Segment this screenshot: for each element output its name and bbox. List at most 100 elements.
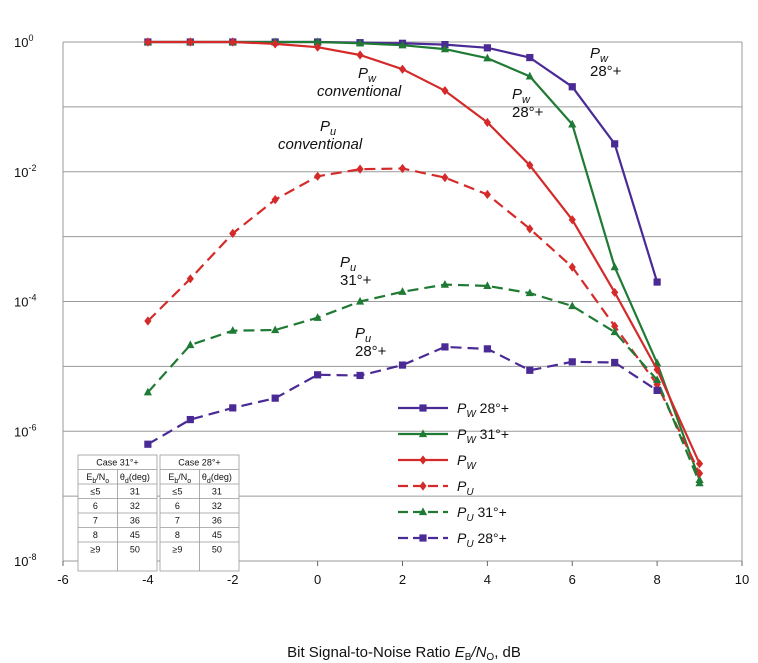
data-point-diamond [271,39,279,49]
y-tick-label: 100 [14,33,33,50]
series-line-pu31 [147,283,701,484]
table-header-ebno: Eb/No [168,472,191,485]
table-cell: 45 [212,530,222,540]
x-tick-label: -6 [57,572,69,587]
data-point-diamond [568,215,576,225]
x-label-o: O [486,652,494,663]
data-point-triangle [568,301,577,310]
data-point-diamond [144,316,152,326]
data-point-diamond [526,160,534,170]
x-tick-label: -2 [227,572,239,587]
data-point-triangle [271,325,280,334]
annotation-symbol: Pu [355,325,371,345]
data-point-square [314,371,322,379]
data-point-square [483,345,491,353]
table-cell: ≥9 [90,545,100,555]
data-point-triangle [313,313,322,321]
data-point-diamond [483,117,491,128]
data-point-diamond [653,379,661,390]
data-point-diamond [271,195,279,205]
data-point-square [653,278,661,286]
series-layer [143,37,704,487]
table-cell: 6 [93,501,98,511]
series-pw [144,37,704,469]
annotation-symbol: Pw [590,45,609,65]
table-header-ebno: Eb/No [86,472,109,485]
legend-label: PW [457,452,477,472]
series-line-pw31 [147,40,701,481]
y-tick-label: 10-6 [14,422,36,439]
data-point-diamond [526,224,534,234]
data-point-diamond [229,37,237,47]
x-tick-label: 8 [654,572,661,587]
data-point-diamond [441,172,449,183]
data-point-triangle [355,38,365,47]
series-line-pw [147,40,701,465]
annotation-text: conventional [317,83,402,100]
data-point-triangle [440,44,450,53]
data-point-diamond [419,481,427,491]
case-table: Case 31°+ Eb/No θd(deg) ≤5 31 6 32 7 36 8 45 ≥9 50 [77,454,158,572]
data-point-diamond [483,189,491,200]
table-cell: 31 [212,487,222,497]
data-point-diamond [611,287,619,298]
data-point-triangle [398,287,407,295]
series-line-pu [147,167,701,474]
data-point-diamond [229,228,237,238]
data-point-diamond [568,262,576,272]
table-cell: 32 [130,501,140,511]
legend-label: PU [457,478,474,498]
table-header-theta: θd(deg) [202,472,232,485]
data-point-square [356,371,364,380]
annotation-symbol: Pu [320,118,336,138]
data-point-square [271,394,279,402]
legend-label: PU 31°+ [457,504,507,524]
y-tick-label: 10-2 [14,163,36,180]
legend-item-pw31: PW 31°+ [398,426,509,446]
legend: PW 28°+ PW 31°+ PW PU PU 31°+ PU 28°+ [398,400,509,550]
data-point-square [611,140,619,148]
x-tick-label: 0 [314,572,321,587]
legend-label: PW 28°+ [457,400,509,420]
table-cell: 7 [93,516,98,526]
table-cell: ≥9 [172,545,182,555]
x-tick-label: 6 [569,572,576,587]
data-point-diamond [611,321,619,331]
data-point-triangle [525,288,534,297]
data-point-square [568,83,576,91]
data-point-triangle [568,119,577,128]
data-point-square [229,404,237,412]
data-point-triangle [653,375,662,384]
data-point-square [419,534,427,542]
data-point-square [653,386,661,394]
x-label-n: N [476,644,487,661]
annotation-text: 28°+ [512,104,544,121]
legend-item-pw28: PW 28°+ [398,400,509,420]
data-point-diamond [356,50,364,60]
table-cell: 32 [212,501,222,511]
series-pu [144,163,704,479]
data-point-diamond [314,42,322,52]
data-point-square [441,343,449,351]
data-point-triangle [610,327,619,336]
x-label-b: B [465,652,472,663]
data-point-diamond [398,163,407,174]
annotation-symbol: Pu [340,254,356,274]
table-cell: ≤5 [90,487,100,497]
table-cell: 36 [130,516,140,526]
legend-item-pu: PU [398,478,474,498]
data-point-triangle [355,296,365,305]
data-point-diamond [186,274,194,284]
legend-label: PW 31°+ [457,426,509,446]
data-point-triangle [418,507,428,516]
data-point-triangle [695,478,704,487]
legend-label: PU 28°+ [457,530,507,550]
table-title: Case 31°+ [96,458,138,468]
annotation-symbol: Pw [358,65,377,85]
table-cell: 31 [130,487,140,497]
legend-item-pu31: PU 31°+ [398,504,507,524]
data-point-square [568,358,576,366]
